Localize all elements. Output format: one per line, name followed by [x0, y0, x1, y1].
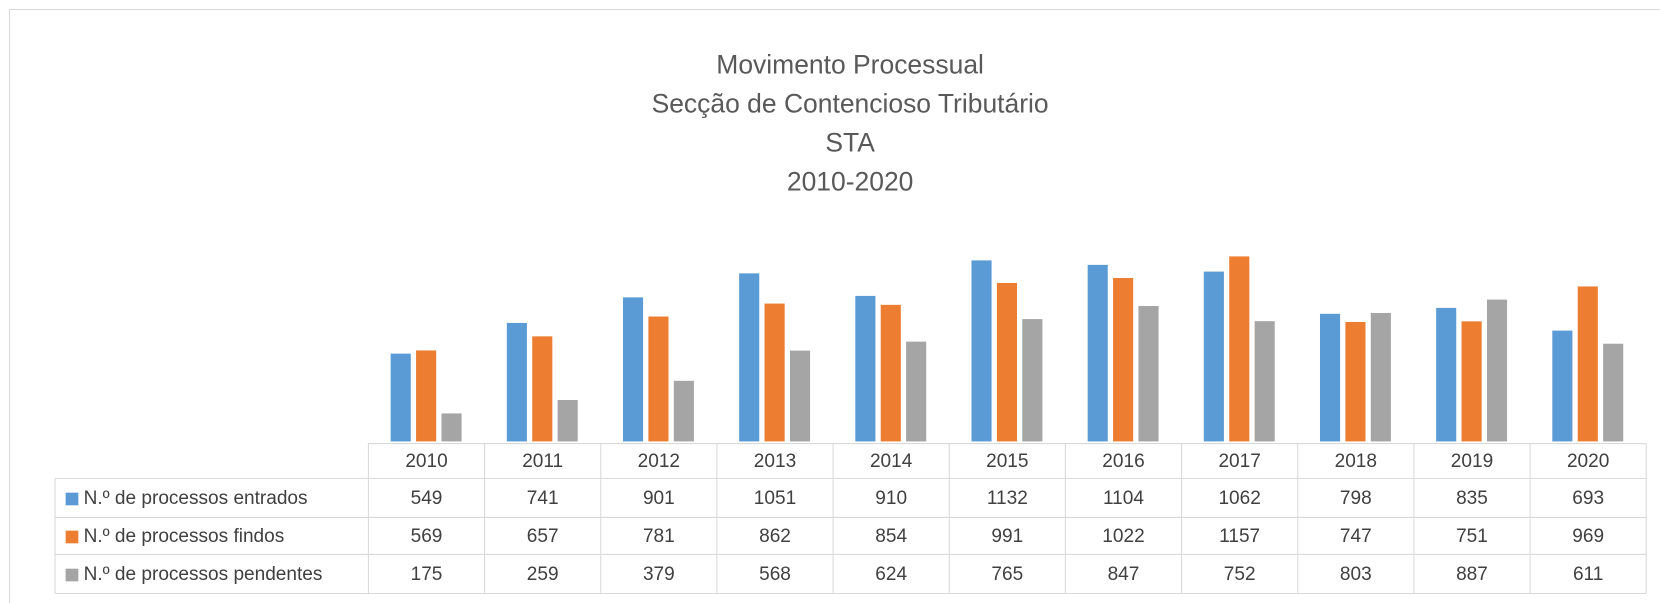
- data-label: 1051: [754, 488, 796, 509]
- data-label: 1022: [1102, 526, 1144, 547]
- bar: [1254, 321, 1275, 442]
- bar: [1552, 330, 1573, 442]
- data-label: 835: [1456, 488, 1488, 509]
- data-label: 1157: [1219, 526, 1260, 547]
- bar: [1603, 343, 1624, 442]
- x-tick-label: 2017: [1218, 451, 1260, 472]
- data-label: 798: [1340, 488, 1372, 509]
- bar: [789, 350, 811, 442]
- bar: [971, 260, 992, 442]
- data-label: 991: [991, 526, 1023, 547]
- data-label: 611: [1573, 564, 1603, 585]
- data-label: 752: [1224, 564, 1256, 585]
- bar: [673, 380, 694, 442]
- data-label: 175: [411, 564, 443, 585]
- x-tick-label: 2019: [1451, 451, 1493, 472]
- bar: [1113, 277, 1134, 442]
- data-label: 901: [643, 488, 675, 509]
- bar: [1370, 313, 1391, 442]
- legend-label: N.º de processos pendentes: [84, 564, 323, 585]
- data-label: 657: [527, 526, 559, 547]
- data-label: 781: [643, 526, 675, 547]
- bar: [739, 273, 760, 442]
- x-tick-label: 2012: [638, 451, 680, 472]
- legend-swatch: [65, 492, 79, 506]
- data-label: 854: [875, 526, 907, 547]
- legend-swatch: [65, 530, 79, 544]
- data-label: 1062: [1218, 488, 1260, 509]
- bar: [1087, 264, 1108, 442]
- data-label: 765: [991, 564, 1023, 585]
- bar: [1138, 305, 1159, 442]
- bar: [441, 413, 462, 442]
- data-label: 569: [411, 526, 443, 547]
- data-label: 693: [1572, 488, 1604, 509]
- chart-title: Movimento Processual: [716, 50, 984, 80]
- data-label: 549: [411, 488, 443, 509]
- chart-title: STA: [825, 128, 875, 158]
- bar: [1577, 286, 1598, 442]
- legend-label: N.º de processos entrados: [84, 488, 308, 509]
- data-label: 741: [527, 488, 559, 509]
- data-label: 1104: [1103, 488, 1144, 509]
- data-label: 379: [643, 564, 675, 585]
- data-label: 259: [527, 564, 559, 585]
- x-tick-label: 2011: [522, 451, 563, 472]
- data-label: 887: [1456, 564, 1488, 585]
- data-label: 910: [875, 488, 907, 509]
- bar: [557, 400, 578, 442]
- data-label: 1132: [987, 488, 1028, 509]
- x-tick-label: 2015: [986, 451, 1028, 472]
- bar: [1203, 271, 1224, 442]
- bar: [1022, 319, 1043, 442]
- data-label: 862: [759, 526, 791, 547]
- legend-label: N.º de processos findos: [84, 526, 285, 547]
- x-tick-label: 2014: [870, 451, 913, 472]
- data-label: 568: [759, 564, 791, 585]
- x-tick-label: 2018: [1335, 451, 1377, 472]
- chart-title: Secção de Contencioso Tributário: [652, 89, 1049, 119]
- bar: [1319, 313, 1341, 442]
- data-label: 969: [1572, 526, 1604, 547]
- bar: [996, 282, 1018, 442]
- bar: [506, 322, 527, 442]
- data-label: 751: [1456, 526, 1488, 547]
- bar: [906, 341, 927, 442]
- bar: [1345, 321, 1366, 442]
- data-label: 847: [1108, 564, 1140, 585]
- data-label: 624: [875, 564, 907, 585]
- data-label: 803: [1340, 564, 1372, 585]
- bar: [1436, 307, 1457, 442]
- chart-title: 2010-2020: [787, 167, 914, 197]
- bar: [532, 336, 553, 442]
- x-tick-label: 2020: [1567, 451, 1609, 472]
- bar: [1461, 321, 1482, 442]
- x-tick-label: 2016: [1102, 451, 1144, 472]
- x-tick-label: 2010: [405, 451, 447, 472]
- x-tick-label: 2013: [754, 451, 796, 472]
- legend-swatch: [65, 568, 79, 582]
- bar: [648, 316, 669, 442]
- bar: [416, 350, 437, 442]
- bar: [855, 295, 876, 442]
- bar: [1486, 299, 1508, 442]
- bar: [1229, 256, 1250, 442]
- bar: [390, 353, 411, 442]
- chart-border: [8, 8, 1660, 603]
- bar: [880, 304, 901, 442]
- bar: [622, 297, 644, 442]
- bar: [764, 303, 785, 442]
- data-label: 747: [1340, 526, 1372, 547]
